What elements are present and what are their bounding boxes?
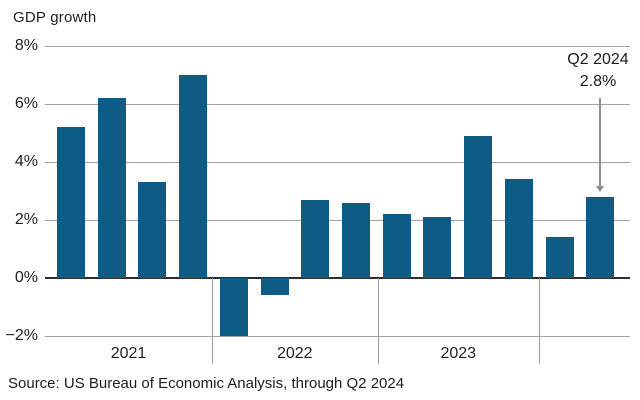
gridline (45, 162, 630, 163)
year-divider (377, 278, 379, 364)
annotation-label: Q2 2024 (567, 51, 629, 68)
chart-title: GDP growth (13, 9, 97, 26)
bar (260, 278, 289, 296)
gridline (45, 104, 630, 105)
bar (219, 278, 248, 336)
bar (545, 237, 574, 278)
bar (57, 127, 85, 278)
year-divider (539, 278, 540, 364)
bar (342, 202, 371, 278)
y-axis-tick-label: 8% (14, 37, 38, 54)
gridline (45, 46, 630, 47)
y-axis-tick-label: 6% (14, 95, 38, 112)
year-divider (212, 278, 213, 364)
annotation-value: 2.8% (579, 73, 617, 90)
bar (138, 182, 167, 278)
y-axis-tick-label: 2% (14, 211, 38, 228)
y-axis-tick-label: 0% (14, 269, 38, 286)
bar (97, 98, 126, 278)
y-axis-tick-label: 4% (14, 153, 38, 170)
bar (382, 214, 411, 278)
annotation-arrowhead (596, 186, 604, 192)
bar (504, 179, 533, 278)
gridline (45, 220, 630, 221)
bar (423, 217, 452, 278)
bar (586, 196, 615, 278)
source-note: Source: US Bureau of Economic Analysis, … (8, 375, 405, 392)
annotation-arrow (599, 98, 601, 187)
bar (464, 135, 493, 278)
x-axis-year-label: 2023 (440, 345, 477, 362)
x-axis-year-label: 2022 (276, 345, 313, 362)
bar (179, 75, 208, 278)
y-axis-tick-label: −2% (5, 327, 38, 344)
gridline (45, 336, 630, 337)
bar (301, 199, 330, 278)
x-axis-year-label: 2021 (110, 345, 147, 362)
zero-axis-line (45, 277, 630, 279)
